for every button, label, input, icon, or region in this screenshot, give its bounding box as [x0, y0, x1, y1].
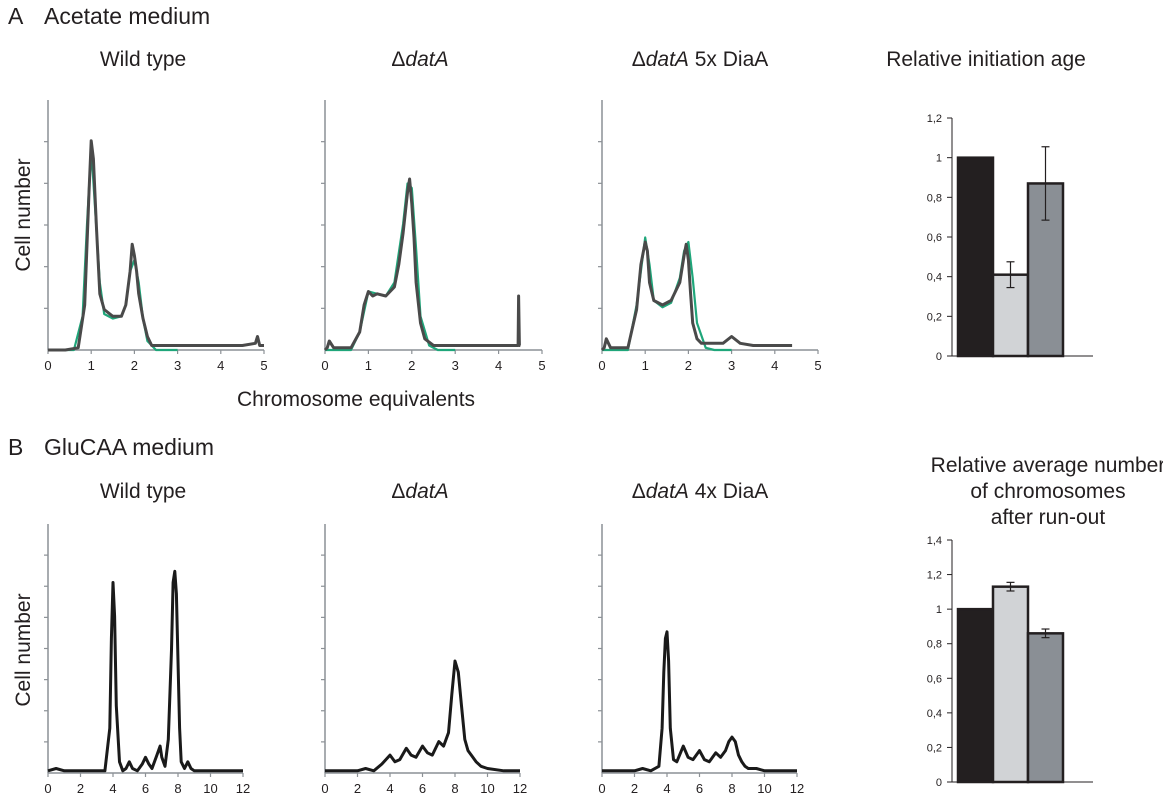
fit-line	[48, 146, 178, 352]
panel-b-letter: B	[8, 434, 23, 460]
chart-0: 0 1 2 3 4 5	[44, 100, 268, 373]
title-runout-line2: of chromosomes	[970, 480, 1125, 503]
y-tick-label: 0,8	[927, 639, 942, 651]
x-tick-label: 12	[513, 781, 527, 796]
x-tick-label: 6	[142, 781, 149, 796]
x-tick-label: 5	[260, 358, 267, 373]
x-tick-label: 0	[321, 358, 328, 373]
plot-layer: 0 1 2 3 4 5 0 1 2 3 4 5 0 1 2 3 4 500,20,40,60,811,20 2 4 6 8…	[44, 100, 1093, 796]
x-tick-label: 3	[728, 358, 735, 373]
x-tick-label: 5	[814, 358, 821, 373]
title-a-wild-type: Wild type	[100, 48, 186, 71]
histogram-line	[48, 139, 264, 352]
x-tick-label: 4	[386, 781, 393, 796]
x-tick-label: 3	[174, 358, 181, 373]
panel-b-label: GluCAA medium	[44, 434, 214, 460]
histogram-line	[600, 240, 793, 352]
histogram-line	[325, 659, 520, 773]
x-tick-label: 2	[685, 358, 692, 373]
x-tick-label: 4	[771, 358, 778, 373]
x-tick-label: 2	[77, 781, 84, 796]
x-tick-label: 3	[452, 358, 459, 373]
y-tick-label: 0,2	[927, 311, 942, 323]
chart-3: 0 0,2 0,4 0,6 0,8 1 1,2	[927, 113, 1093, 363]
x-tick-label: 4	[217, 358, 224, 373]
x-tick-label: 8	[728, 781, 735, 796]
title-a-datA-5x: ΔdatA 5x DiaA	[632, 48, 769, 71]
x-tick-label: 5	[538, 358, 545, 373]
y-tick-label: 1	[936, 604, 942, 616]
chart-7: 0 0,2 0,4 0,6 0,8 1 1,2 1,4	[927, 535, 1093, 789]
chart-1: 0 1 2 3 4 5	[321, 100, 546, 373]
x-tick-label: 0	[598, 781, 605, 796]
y-tick-label: 0	[936, 777, 942, 789]
x-tick-label: 6	[419, 781, 426, 796]
y-tick-label: 0,6	[927, 232, 942, 244]
chart-6: 0 2 4 6 8 10 12	[598, 524, 804, 796]
ylabel-a: Cell number	[12, 158, 35, 271]
histogram-line	[47, 569, 243, 773]
x-tick-label: 1	[642, 358, 649, 373]
fit-line	[602, 236, 732, 352]
title-b-datA-4x: ΔdatA 4x DiaA	[632, 480, 769, 503]
x-tick-label: 10	[757, 781, 771, 796]
panel-a-letter: A	[8, 3, 24, 29]
chart-4: 0 2 4 6 8 10 12	[44, 524, 250, 796]
y-tick-label: 1	[936, 153, 942, 165]
y-tick-label: 0	[936, 351, 942, 363]
fit-line	[325, 182, 456, 352]
x-tick-label: 6	[696, 781, 703, 796]
title-b-wild-type: Wild type	[100, 480, 186, 503]
ylabel-b: Cell number	[12, 593, 35, 706]
x-tick-label: 0	[598, 358, 605, 373]
y-tick-label: 0,2	[927, 742, 942, 754]
bar	[1026, 632, 1065, 784]
histogram-line	[602, 630, 797, 773]
x-tick-label: 10	[203, 781, 217, 796]
chart-2: 0 1 2 3 4 5	[598, 100, 822, 373]
x-tick-label: 8	[174, 781, 181, 796]
bar	[991, 585, 1030, 784]
y-tick-label: 0,4	[927, 272, 942, 284]
x-tick-label: 12	[236, 781, 250, 796]
y-tick-label: 0,6	[927, 673, 942, 685]
title-a-datA: ΔdatA	[391, 48, 448, 71]
x-tick-label: 0	[44, 781, 51, 796]
title-runout-line1: Relative average number	[931, 454, 1163, 477]
y-tick-label: 0,4	[927, 708, 942, 720]
y-tick-label: 0,8	[927, 192, 942, 204]
x-tick-label: 2	[354, 781, 361, 796]
x-tick-label: 4	[109, 781, 116, 796]
y-tick-label: 1,4	[927, 535, 942, 547]
x-tick-label: 0	[44, 358, 51, 373]
x-tick-label: 2	[631, 781, 638, 796]
bar	[956, 607, 995, 784]
x-tick-label: 12	[790, 781, 804, 796]
xlabel-a: Chromosome equivalents	[237, 388, 475, 411]
title-runout-line3: after run-out	[991, 506, 1106, 529]
chart-5: 0 2 4 6 8 10 12	[321, 524, 527, 796]
y-tick-label: 1,2	[927, 113, 942, 125]
x-tick-label: 4	[663, 781, 670, 796]
title-initiation-age: Relative initiation age	[886, 48, 1086, 71]
panel-a-label: Acetate medium	[44, 3, 210, 29]
x-tick-label: 1	[365, 358, 372, 373]
bar	[956, 156, 995, 358]
x-tick-label: 10	[480, 781, 494, 796]
x-tick-label: 0	[321, 781, 328, 796]
x-tick-label: 4	[495, 358, 502, 373]
histogram-line	[323, 177, 521, 352]
x-tick-label: 8	[451, 781, 458, 796]
x-tick-label: 2	[408, 358, 415, 373]
y-tick-label: 1,2	[927, 570, 942, 582]
x-tick-label: 1	[88, 358, 95, 373]
title-b-datA: ΔdatA	[391, 480, 448, 503]
x-tick-label: 2	[131, 358, 138, 373]
